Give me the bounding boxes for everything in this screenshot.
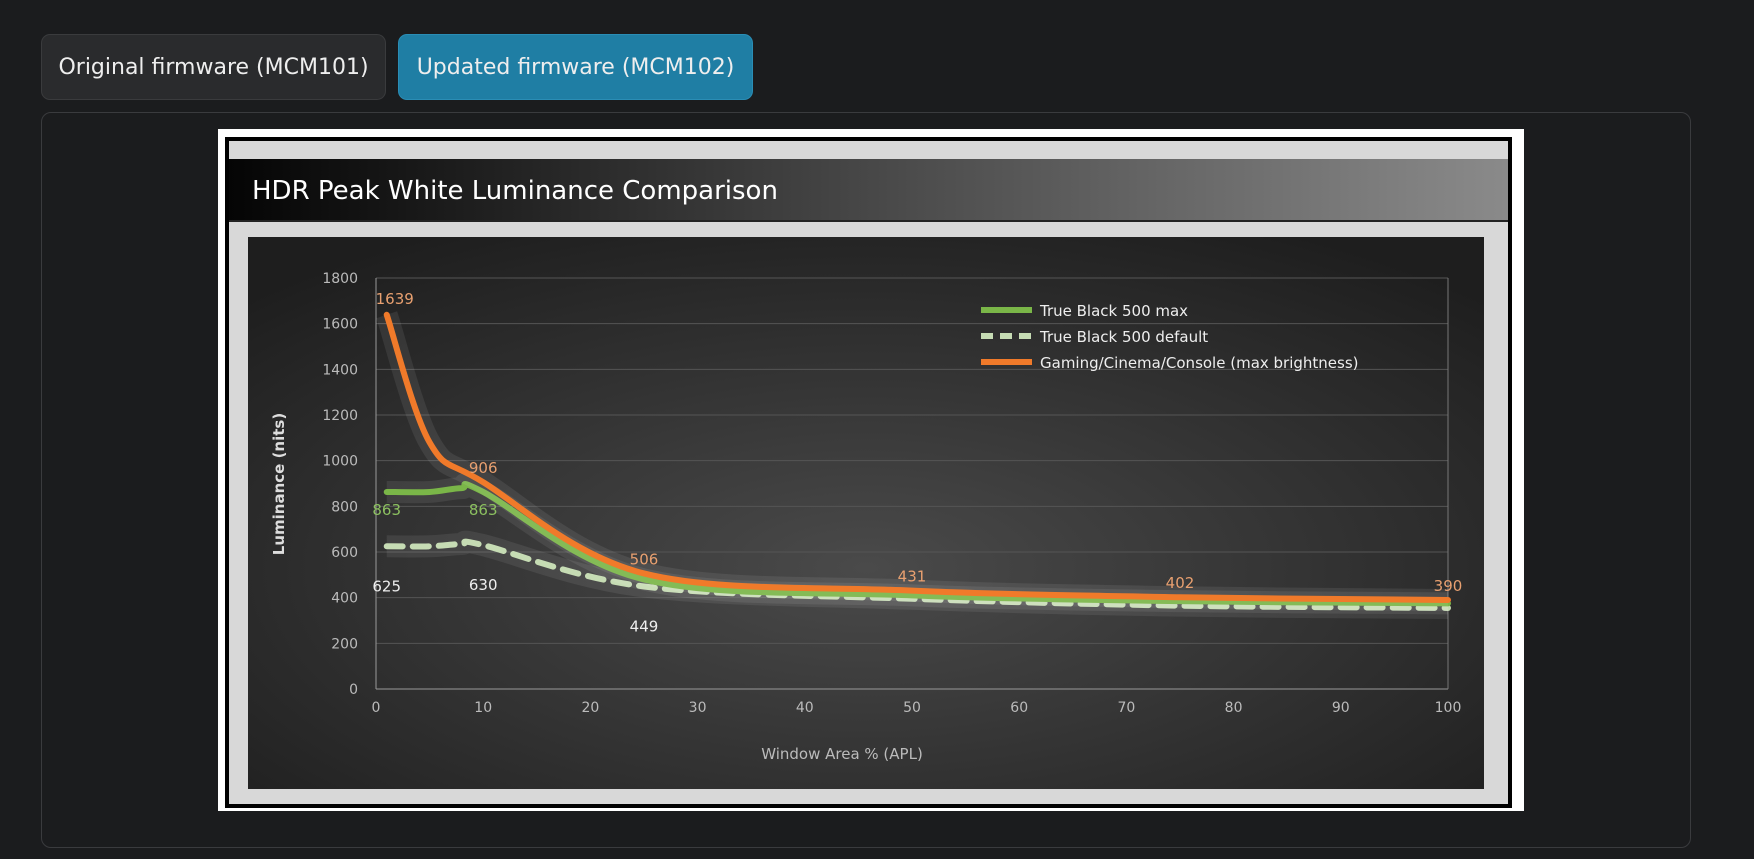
x-tick-label: 20 — [581, 700, 599, 716]
x-tick-label: 70 — [1117, 700, 1135, 716]
data-label: 630 — [469, 576, 498, 594]
x-tick-label: 0 — [372, 700, 381, 716]
data-label: 390 — [1434, 577, 1463, 595]
y-tick-label: 1000 — [322, 454, 358, 470]
x-tick-label: 60 — [1010, 700, 1028, 716]
x-tick-label: 30 — [689, 700, 707, 716]
x-tick-label: 90 — [1332, 700, 1350, 716]
y-axis-label: Luminance (nits) — [270, 413, 288, 555]
data-label: 506 — [630, 550, 659, 568]
data-label: 863 — [372, 501, 401, 519]
series-line-2 — [383, 311, 1451, 603]
data-label: 863 — [469, 501, 498, 519]
data-label: 625 — [372, 577, 401, 595]
luminance-chart: HDR Peak White Luminance Comparison 0 200… — [218, 129, 1524, 811]
data-label: 449 — [630, 617, 659, 635]
legend-label: True Black 500 default — [1039, 328, 1208, 346]
x-tick-label: 100 — [1435, 700, 1462, 716]
data-label: 906 — [469, 459, 498, 477]
x-tick-label: 80 — [1225, 700, 1243, 716]
chart-title: HDR Peak White Luminance Comparison — [252, 176, 778, 206]
tab-original-firmware[interactable]: Original firmware (MCM101) — [41, 34, 386, 100]
y-tick-label: 1200 — [322, 408, 358, 424]
y-tick-label: 200 — [331, 636, 358, 652]
y-tick-label: 600 — [331, 545, 358, 561]
y-tick-label: 0 — [349, 682, 358, 698]
y-tick-label: 800 — [331, 499, 358, 515]
data-label: 1639 — [376, 290, 414, 308]
series-line-0 — [383, 481, 1451, 607]
legend-label: True Black 500 max — [1039, 302, 1188, 320]
chart-panel — [41, 112, 1691, 848]
y-tick-label: 1400 — [322, 362, 358, 378]
legend-label: Gaming/Cinema/Console (max brightness) — [1040, 354, 1359, 372]
y-tick-label: 1600 — [322, 317, 358, 333]
tab-updated-firmware[interactable]: Updated firmware (MCM102) — [398, 34, 753, 100]
x-axis-label: Window Area % (APL) — [761, 745, 923, 763]
x-tick-label: 50 — [903, 700, 921, 716]
x-tick-label: 40 — [796, 700, 814, 716]
data-label: 402 — [1166, 574, 1195, 592]
x-tick-label: 10 — [474, 700, 492, 716]
data-label: 431 — [898, 568, 927, 586]
y-tick-label: 400 — [331, 591, 358, 607]
y-tick-label: 1800 — [322, 271, 358, 287]
